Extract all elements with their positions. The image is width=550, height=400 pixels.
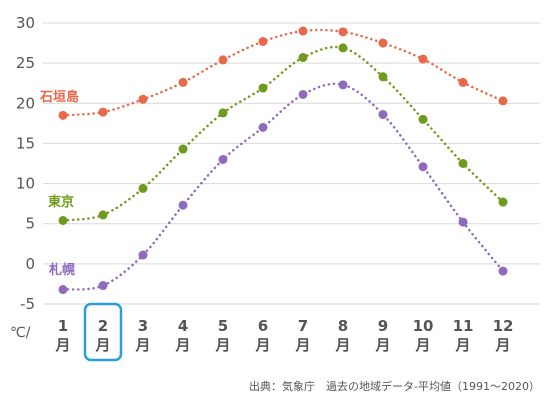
x-tick-month-suffix: 月 — [414, 336, 430, 354]
y-tick-label: 5 — [25, 215, 35, 233]
data-point — [98, 281, 108, 291]
x-tick-number: 2 — [98, 317, 108, 335]
y-axis-ticks: -5 0 5 10 15 20 25 30 — [16, 14, 35, 313]
source-note: 出典：気象庁 過去の地域データ-平均値（1991～2020） — [249, 379, 540, 393]
data-point — [298, 26, 308, 36]
series-line — [61, 82, 505, 291]
data-point — [178, 200, 188, 210]
data-point — [498, 197, 508, 207]
series-label: 石垣島 — [39, 89, 79, 105]
x-tick-number: 7 — [298, 317, 308, 335]
x-tick-number: 10 — [413, 317, 434, 335]
x-tick-number: 11 — [453, 317, 474, 335]
data-point — [258, 83, 268, 93]
data-point — [338, 27, 348, 37]
data-point — [138, 94, 148, 104]
series-label: 札幌 — [48, 262, 75, 278]
data-point — [458, 77, 468, 87]
data-point — [418, 54, 428, 64]
x-tick-month-suffix: 月 — [54, 336, 70, 354]
x-tick-month-suffix: 月 — [494, 336, 510, 354]
x-tick-number: 6 — [258, 317, 268, 335]
data-point — [458, 217, 468, 227]
x-tick-month-suffix: 月 — [214, 336, 230, 354]
grid-layer — [43, 22, 540, 305]
x-tick-month-suffix: 月 — [374, 336, 390, 354]
data-point — [378, 38, 388, 48]
data-point — [258, 122, 268, 132]
series-2 — [58, 80, 508, 295]
series-layer — [58, 26, 508, 295]
data-point — [58, 285, 68, 295]
x-tick-number: 8 — [338, 317, 348, 335]
data-point — [338, 43, 348, 53]
x-tick-number: 12 — [493, 317, 514, 335]
highlight-layer — [83, 302, 123, 362]
x-tick-month-suffix: 月 — [334, 336, 350, 354]
x-tick-month-suffix: 月 — [454, 336, 470, 354]
data-point — [258, 36, 268, 46]
y-tick-label: 15 — [16, 134, 35, 152]
series-label: 東京 — [48, 194, 74, 210]
data-point — [338, 80, 348, 90]
data-point — [98, 107, 108, 117]
data-point — [218, 55, 228, 65]
data-point — [498, 96, 508, 106]
x-tick-number: 4 — [178, 317, 188, 335]
x-tick-number: 1 — [58, 317, 68, 335]
data-point — [498, 266, 508, 276]
y-tick-label: 30 — [16, 14, 35, 32]
y-tick-label: 0 — [25, 255, 35, 273]
x-tick-number: 9 — [378, 317, 388, 335]
data-point — [218, 154, 228, 164]
series-line — [61, 45, 505, 222]
highlight-box — [83, 302, 123, 362]
data-point — [98, 210, 108, 220]
data-point — [298, 53, 308, 63]
x-tick-number: 5 — [218, 317, 228, 335]
data-point — [218, 108, 228, 118]
data-point — [58, 110, 68, 120]
data-point — [418, 162, 428, 172]
data-point — [378, 110, 388, 120]
data-point — [298, 89, 308, 99]
y-tick-label: -5 — [20, 295, 35, 313]
series-0 — [58, 26, 508, 120]
data-point — [178, 144, 188, 154]
y-tick-label: 25 — [16, 54, 35, 72]
x-tick-month-suffix: 月 — [174, 336, 190, 354]
x-tick-month-suffix: 月 — [254, 336, 270, 354]
y-tick-label: 10 — [16, 175, 35, 193]
data-point — [458, 159, 468, 168]
data-point — [58, 216, 68, 226]
data-point — [138, 183, 148, 193]
data-point — [378, 72, 388, 82]
data-point — [178, 77, 188, 87]
series-1 — [58, 43, 508, 226]
x-tick-month-suffix: 月 — [134, 336, 150, 354]
y-tick-label: 20 — [16, 94, 35, 112]
unit-label: ℃/ — [10, 325, 31, 341]
x-tick-number: 3 — [138, 317, 148, 335]
x-tick-month-suffix: 月 — [294, 336, 310, 354]
data-point — [138, 250, 148, 260]
data-point — [418, 114, 428, 124]
x-tick-month-suffix: 月 — [94, 336, 110, 354]
